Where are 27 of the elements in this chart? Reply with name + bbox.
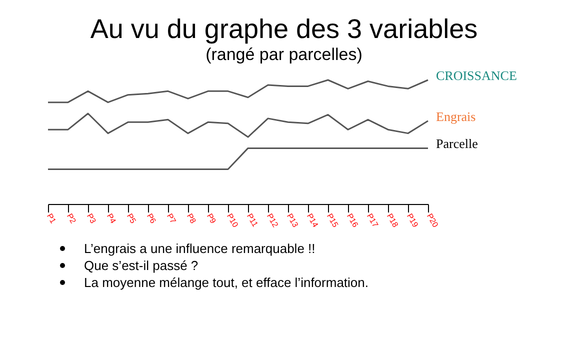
x-tick-label: P5 [125,212,138,226]
x-tick-label: P7 [165,212,178,226]
x-tick-label: P14 [305,212,320,230]
x-tick-label: P8 [185,212,198,226]
x-tick-label: P2 [65,212,78,226]
x-tick-label: P16 [345,212,360,230]
x-tick-label: P6 [145,212,158,226]
chart-title: Au vu du graphe des 3 variables [89,14,479,44]
x-tick-label: P18 [385,212,400,230]
x-tick-label: P4 [105,212,118,226]
x-tick-label: P20 [425,212,440,230]
x-tick-label: P13 [285,212,300,230]
text: Que s’est-il passé ? [83,257,200,274]
x-tick-label: P11 [245,212,260,229]
x-tick-label: P1 [45,212,58,226]
x-tick-label: P10 [225,212,240,230]
x-tick-label: P9 [205,212,218,226]
x-tick-label: P3 [85,212,98,226]
series-label: Engrais [436,108,476,124]
x-tick-label: P15 [325,212,340,230]
x-tick-label: P17 [365,212,380,230]
series-label: Parcelle [436,136,478,152]
text: La moyenne mélange tout, et efface l’information. [83,274,370,291]
text: L’engrais a une influence remarquable !! [83,240,316,257]
x-tick-label: P19 [405,212,420,230]
chart-subtitle: (rangé par parcelles) [204,44,364,66]
series-label: CROISSANCE [436,68,517,83]
